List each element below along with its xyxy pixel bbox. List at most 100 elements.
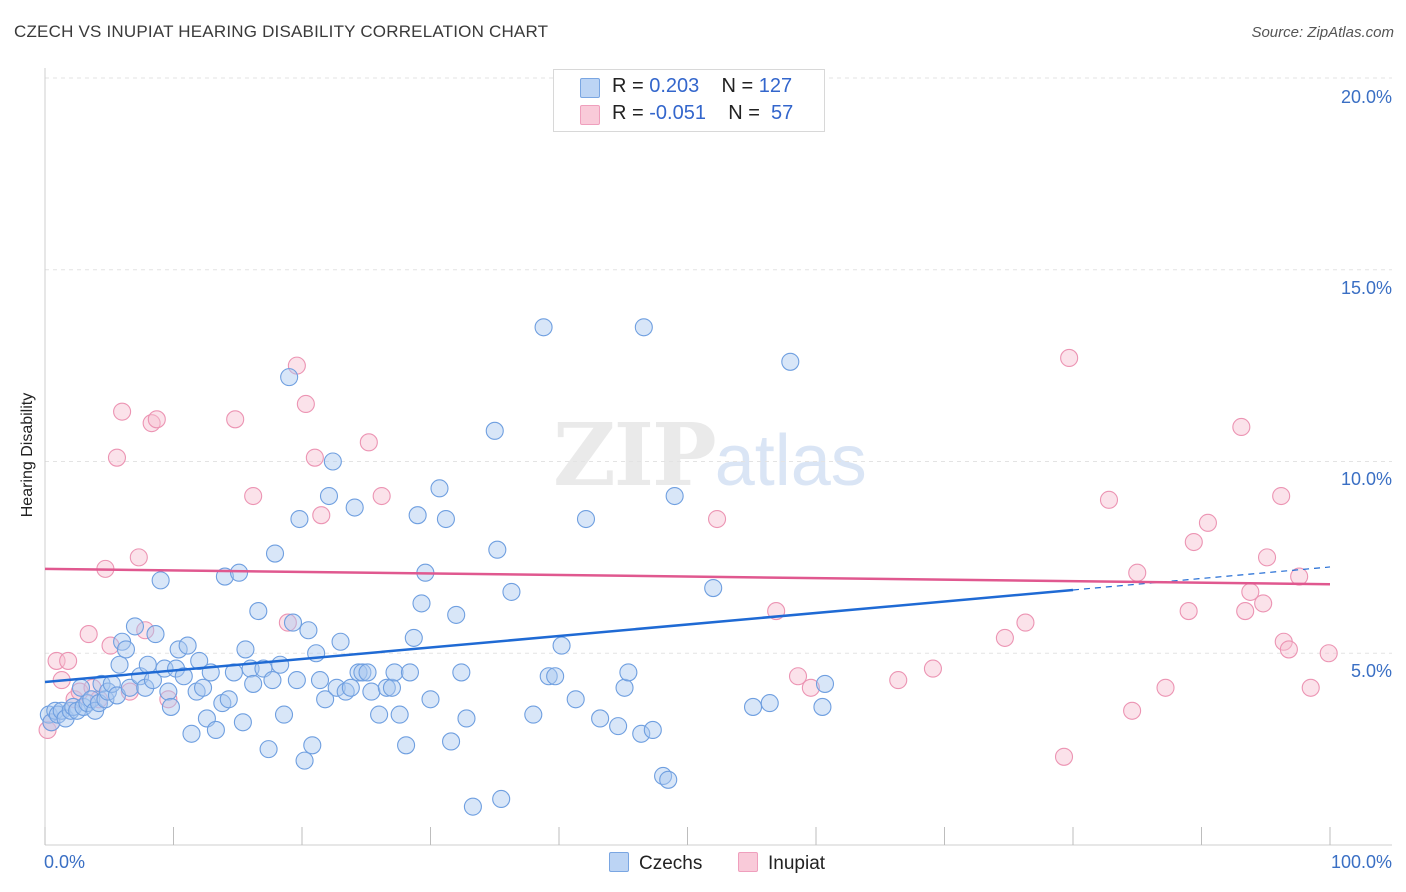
inupiat-point: [372, 486, 391, 506]
inupiat-point: [147, 410, 166, 429]
czech-point: [485, 421, 504, 440]
inupiat-point: [226, 410, 245, 429]
inupiat-point: [1198, 513, 1217, 532]
czech-point: [813, 697, 832, 716]
czech-point: [463, 797, 482, 816]
inupiat-point: [1184, 532, 1203, 552]
y-tick-20: 20.0%: [1340, 87, 1392, 107]
czech-point: [447, 605, 466, 624]
czech-point: [271, 655, 290, 674]
czech-point: [316, 690, 335, 709]
czech-point: [229, 563, 249, 582]
inupiat-point: [244, 486, 263, 506]
czech-point: [236, 640, 255, 659]
czech-point: [781, 352, 800, 371]
inupiat-point: [107, 448, 127, 467]
inupiat-point: [278, 613, 297, 632]
czech-point: [743, 697, 763, 716]
czech-point: [358, 663, 377, 682]
czech-point: [194, 678, 213, 697]
czech-point: [457, 709, 476, 728]
czech-point: [169, 640, 188, 659]
czech-point: [146, 625, 165, 644]
czech-point: [353, 663, 372, 682]
inupiat-point: [129, 548, 148, 567]
czech-point: [159, 682, 178, 701]
czech-point: [174, 667, 193, 686]
czech-trend-line: [44, 588, 1074, 684]
legend-r-value-inupiat: -0.051: [649, 102, 706, 124]
czech-point: [331, 632, 350, 651]
czech-point: [643, 720, 662, 740]
czech-point: [524, 705, 543, 724]
czech-point: [665, 486, 684, 506]
inupiat-point: [359, 433, 378, 452]
czech-point: [430, 479, 449, 498]
czech-point: [659, 770, 678, 789]
bottom-legend-label-inupiat: Inupiat: [768, 853, 826, 874]
inupiat-point: [788, 667, 808, 686]
x-tick-max: 100.0%: [1330, 852, 1392, 872]
czech-point: [136, 678, 155, 697]
czech-point: [319, 486, 339, 506]
czech-point: [341, 678, 360, 697]
inupiat-point: [305, 448, 324, 467]
inupiat-point: [1254, 594, 1273, 613]
czech-point: [492, 789, 511, 809]
czech-point: [397, 736, 416, 755]
czech-point: [815, 674, 835, 693]
bottom-legend-inupiat: Inupiat: [738, 852, 825, 875]
czech-point: [546, 667, 565, 686]
czech-point: [110, 655, 129, 674]
czech-point: [323, 452, 342, 471]
czech-point: [263, 671, 282, 690]
czech-point: [382, 678, 402, 697]
inupiat-point: [1257, 548, 1277, 567]
inupiat-point: [136, 621, 155, 640]
czech-point: [299, 621, 318, 640]
inupiat-point: [1128, 563, 1147, 582]
czech-point: [634, 318, 653, 337]
inupiat-point: [1272, 486, 1291, 506]
czech-point: [120, 678, 139, 697]
czech-point: [327, 678, 346, 697]
inupiat-point: [1232, 417, 1251, 437]
czech-point: [219, 690, 238, 709]
zipatlas-watermark: ZIPatlas: [553, 405, 867, 506]
czech-point: [552, 636, 571, 655]
legend-r-label: R =: [612, 75, 644, 97]
y-tick-10: 10.0%: [1340, 469, 1392, 489]
czech-point: [283, 613, 303, 632]
inupiat-point: [1279, 640, 1298, 659]
czech-point: [274, 705, 294, 724]
inupiat-point: [1319, 644, 1338, 663]
czech-point: [125, 617, 144, 636]
czech-point: [161, 697, 180, 716]
czech-point: [138, 655, 157, 674]
legend-n-value-inupiat: 57: [771, 102, 794, 124]
czech-point: [362, 682, 381, 701]
inupiat-point: [995, 628, 1014, 647]
inupiat-point: [1016, 613, 1035, 632]
czech-point: [442, 732, 461, 751]
czech-point: [615, 678, 634, 697]
y-tick-15: 15.0%: [1340, 278, 1392, 298]
inupiat-point: [708, 509, 727, 529]
czech-point: [377, 678, 396, 697]
czech-point: [390, 705, 409, 724]
inupiat-point: [1099, 490, 1119, 509]
czech-point: [295, 751, 314, 770]
czech-point: [632, 724, 651, 743]
czech-point: [704, 579, 723, 598]
czech-point: [539, 667, 558, 686]
bottom-legend-czechs: Czechs: [609, 852, 702, 875]
inupiat-point: [59, 651, 78, 670]
czech-point: [408, 506, 427, 525]
czech-point: [400, 663, 419, 682]
inupiat-point: [1123, 701, 1142, 720]
inupiat-point: [113, 402, 132, 421]
czech-point: [249, 602, 268, 621]
czech-point: [265, 544, 285, 563]
czech-point: [151, 571, 170, 590]
